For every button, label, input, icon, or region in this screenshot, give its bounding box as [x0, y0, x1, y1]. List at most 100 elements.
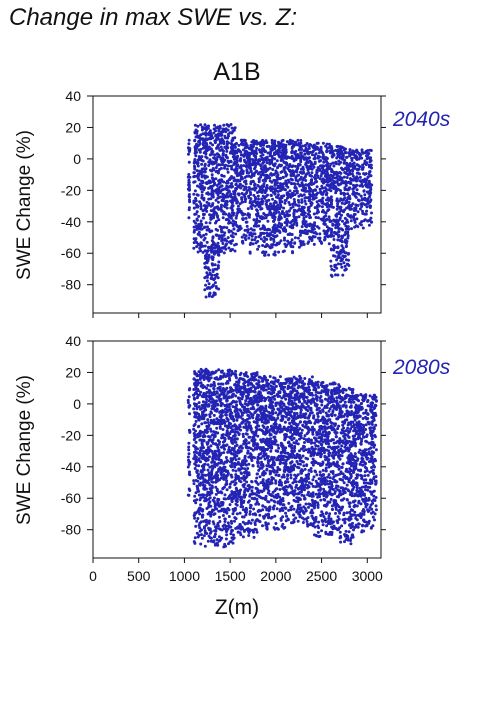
data-point: [283, 199, 287, 202]
data-point: [336, 262, 340, 266]
data-point: [227, 421, 231, 425]
data-point: [202, 480, 205, 484]
data-point: [226, 159, 230, 163]
data-point: [321, 191, 325, 195]
data-point: [217, 368, 221, 372]
data-point: [241, 520, 245, 524]
data-point: [280, 170, 284, 174]
data-point: [338, 171, 342, 174]
data-point: [283, 236, 286, 240]
data-point: [240, 421, 244, 425]
data-point: [231, 512, 235, 516]
data-point: [205, 279, 209, 283]
data-point: [226, 164, 230, 168]
data-point: [221, 163, 225, 166]
data-point: [205, 398, 209, 401]
data-point: [236, 430, 239, 434]
data-point: [219, 131, 223, 135]
data-point: [214, 133, 218, 137]
data-point: [321, 141, 325, 145]
data-point: [360, 148, 364, 152]
data-point: [311, 197, 315, 201]
data-point: [347, 194, 351, 198]
data-point: [304, 183, 308, 187]
data-point: [308, 195, 312, 199]
data-point: [348, 177, 352, 181]
data-point: [330, 154, 334, 158]
data-point: [205, 182, 209, 186]
data-point: [203, 186, 207, 190]
data-point: [201, 508, 205, 512]
data-point: [224, 394, 227, 398]
data-point: [269, 237, 273, 241]
data-point: [230, 175, 234, 178]
data-point: [211, 540, 215, 544]
data-point: [197, 243, 201, 247]
data-point: [201, 483, 205, 487]
data-point: [245, 410, 248, 414]
data-point: [228, 413, 232, 417]
data-point: [274, 179, 278, 182]
data-point: [280, 163, 283, 167]
data-point: [247, 171, 250, 175]
data-point: [313, 154, 317, 157]
data-point: [217, 287, 221, 291]
data-point: [236, 475, 240, 479]
y-tick-label: -40: [61, 459, 81, 475]
data-point: [235, 149, 239, 153]
data-point: [187, 173, 191, 176]
data-point: [219, 141, 223, 145]
data-point: [242, 378, 246, 382]
data-point: [313, 188, 317, 192]
data-point: [215, 163, 219, 167]
data-point: [206, 468, 210, 472]
data-point: [200, 441, 204, 445]
data-point: [315, 211, 319, 215]
data-point: [213, 246, 217, 250]
data-point: [221, 433, 225, 437]
data-point: [197, 433, 200, 436]
data-point: [322, 157, 326, 161]
data-point: [221, 216, 225, 220]
data-point: [246, 484, 250, 488]
data-point: [304, 189, 308, 193]
data-point: [221, 242, 225, 245]
data-point: [273, 435, 277, 439]
data-point: [230, 182, 233, 186]
data-point: [312, 212, 316, 216]
y-tick-label: 20: [65, 364, 81, 380]
data-point: [196, 474, 200, 478]
data-point: [355, 188, 359, 192]
data-point: [244, 182, 248, 186]
data-point: [225, 481, 229, 485]
data-point: [215, 402, 219, 406]
page-title: Change in max SWE vs. Z:: [9, 4, 298, 31]
data-point: [227, 524, 231, 528]
data-point: [234, 469, 238, 473]
data-point: [233, 192, 237, 196]
data-point: [261, 161, 265, 165]
plot-frame: [92, 95, 382, 314]
data-point: [310, 236, 314, 240]
data-point: [224, 537, 228, 541]
data-point: [248, 160, 252, 164]
data-point: [307, 184, 311, 188]
data-point: [361, 202, 365, 206]
data-point: [188, 175, 192, 179]
data-point: [276, 449, 280, 453]
data-point: [222, 123, 226, 127]
data-point: [241, 241, 245, 245]
data-point: [194, 224, 198, 228]
data-point: [366, 175, 370, 179]
data-point: [230, 216, 233, 220]
data-point: [351, 166, 355, 170]
data-point: [340, 166, 343, 170]
data-point: [216, 439, 220, 443]
data-point: [221, 192, 225, 196]
data-point: [261, 153, 265, 157]
data-point: [263, 226, 266, 230]
data-point: [307, 152, 310, 156]
data-point: [251, 528, 255, 532]
data-point: [192, 424, 196, 428]
data-point: [299, 160, 303, 164]
